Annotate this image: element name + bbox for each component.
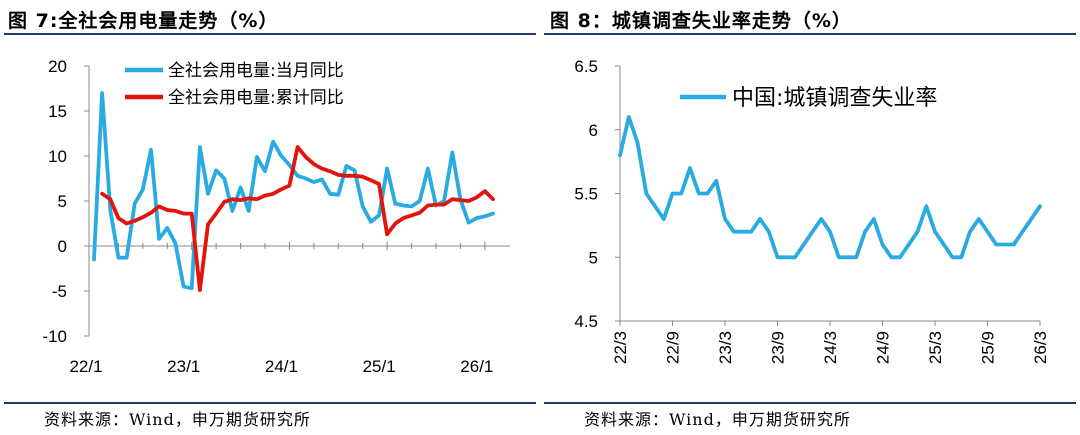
legend-label: 中国:城镇调查失业率 <box>732 86 937 111</box>
unemployment-chart: 4.5 5 5.5 6 6.5 22/3 22/9 23/3 23/9 24/3 24/9 25/3 2… <box>574 57 1050 364</box>
figure-7-top-rule <box>4 33 536 35</box>
y-tick-label: 6 <box>589 121 598 140</box>
series-line-monthly-yoy <box>92 91 495 291</box>
y-tick-label: 20 <box>48 57 67 76</box>
x-tick-label: 23/9 <box>769 331 788 364</box>
figure-8-top-rule <box>544 33 1076 35</box>
y-tick-label: 5.5 <box>574 185 598 204</box>
x-tick-label: 24/3 <box>821 331 840 364</box>
y-tick-label: 10 <box>48 147 67 166</box>
x-tick-label: 22/3 <box>611 331 630 364</box>
y-tick-label: 5 <box>589 248 598 267</box>
y-tick-label: 0 <box>58 237 67 256</box>
x-tick-label: 24/9 <box>874 331 893 364</box>
y-tick-label: 4.5 <box>574 312 598 331</box>
legend-label: 全社会用电量:累计同比 <box>168 88 344 108</box>
figure-7-title: 图 7:全社会用电量走势（%） <box>8 10 279 32</box>
figure-7-bottom-rule <box>4 402 536 404</box>
figure-7-panel: 图 7:全社会用电量走势（%） -10 -5 0 5 10 15 20 22/1 23/1 24/… <box>4 10 536 429</box>
y-tick-label: 6.5 <box>574 57 598 76</box>
x-tick-label: 22/1 <box>69 357 102 376</box>
y-tick-label: 5 <box>58 192 67 211</box>
figure-8-bottom-rule <box>544 402 1076 404</box>
series-line-cumulative-yoy <box>100 145 495 293</box>
x-tick-label: 23/3 <box>716 331 735 364</box>
figure-8-panel: 图 8：城镇调查失业率走势（%） 4.5 5 5.5 6 6.5 22/3 22/9 23/3… <box>540 0 1080 435</box>
x-tick-label: 25/1 <box>363 357 396 376</box>
series-line-unemployment-rate <box>618 115 1042 260</box>
x-tick-label: 22/9 <box>664 331 683 364</box>
y-tick-label: -10 <box>42 327 67 346</box>
x-tick-label: 25/3 <box>926 331 945 364</box>
x-tick-label: 25/9 <box>979 331 998 364</box>
figure-7-source: 资料来源：Wind，申万期货研究所 <box>44 410 311 429</box>
y-tick-label: 15 <box>48 102 67 121</box>
figure-8-source: 资料来源：Wind，申万期货研究所 <box>584 410 851 429</box>
x-tick-label: 26/1 <box>460 357 493 376</box>
y-tick-label: -5 <box>52 282 67 301</box>
legend-label: 全社会用电量:当月同比 <box>168 61 344 81</box>
x-tick-label: 23/1 <box>167 357 200 376</box>
figure-8-title: 图 8：城镇调查失业率走势（%） <box>550 10 852 32</box>
x-tick-label: 26/3 <box>1031 331 1050 364</box>
electricity-chart: -10 -5 0 5 10 15 20 22/1 23/1 24/1 25/1 26/1 全社会用电量:… <box>42 57 510 376</box>
x-tick-label: 24/1 <box>265 357 298 376</box>
